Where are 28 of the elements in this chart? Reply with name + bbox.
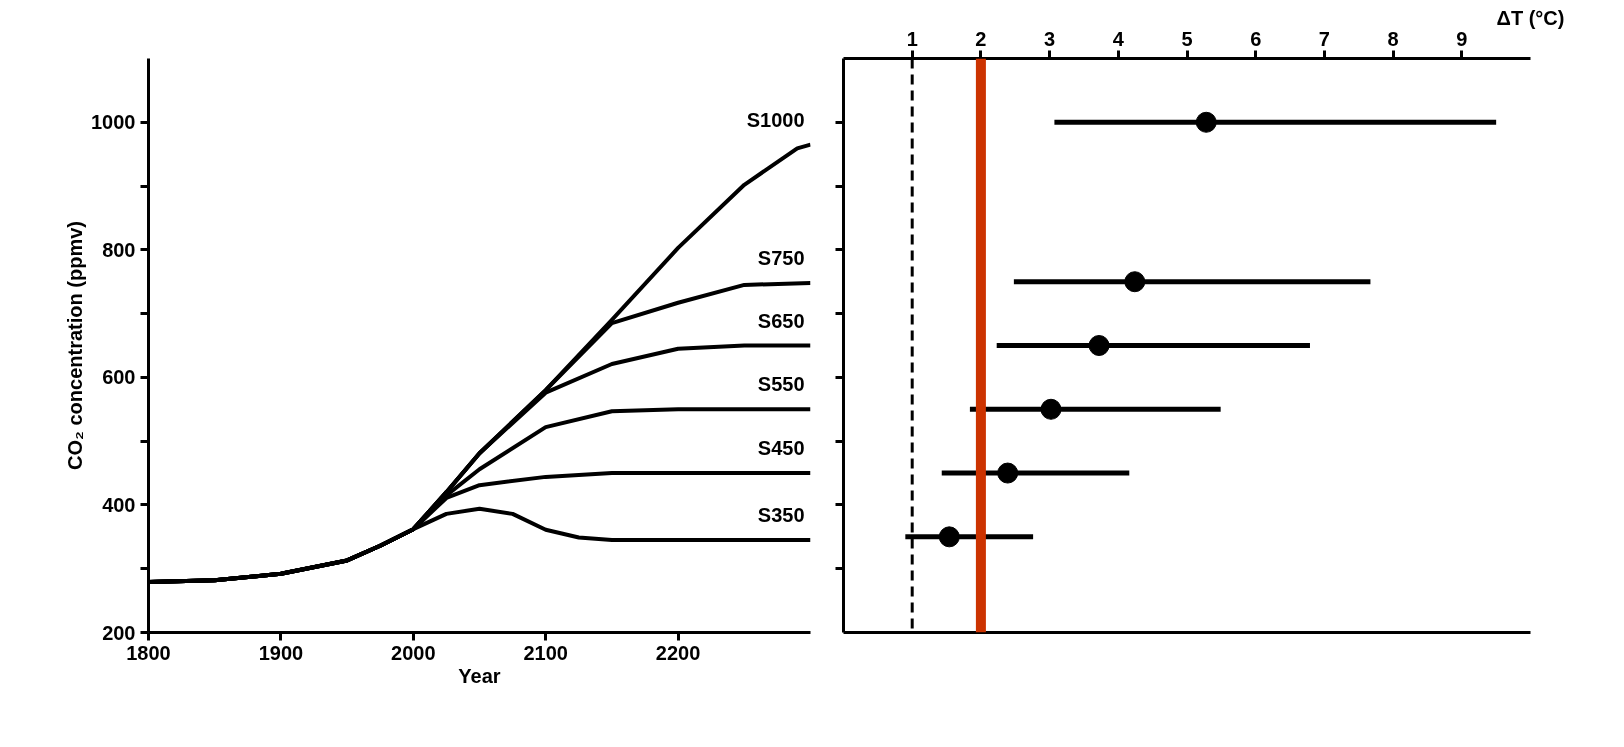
legend-label: S750 <box>757 247 805 269</box>
y-tick-label: 200 <box>102 621 136 644</box>
x-tick-label: 6 <box>1250 27 1262 50</box>
legend-label: S1000 <box>746 108 805 131</box>
x-tick-label: 2000 <box>391 641 436 664</box>
x-tick-label: 1900 <box>258 641 304 664</box>
x-tick-label: 9 <box>1456 27 1468 50</box>
x-axis-title: Year <box>458 664 501 687</box>
x-tick-label: 4 <box>1112 27 1125 50</box>
y-tick-label: 1000 <box>91 111 136 134</box>
x-tick-label: 1800 <box>126 641 171 664</box>
x-tick-label: 2 <box>975 27 987 50</box>
legend-label: S550 <box>757 373 805 396</box>
x-tick-label: 5 <box>1181 27 1193 50</box>
y-axis-title: CO₂ concentration (ppmv) <box>64 221 87 470</box>
x-axis-title: ΔT (°C) <box>1496 6 1565 29</box>
legend-label: S450 <box>757 437 805 460</box>
legend-label: S650 <box>757 309 805 332</box>
y-tick-label: 800 <box>102 238 136 261</box>
x-tick-label: 8 <box>1387 27 1399 50</box>
legend-label: S350 <box>757 504 805 527</box>
y-tick-label: 600 <box>102 366 136 389</box>
y-tick-label: 400 <box>102 493 136 516</box>
x-tick-label: 3 <box>1044 27 1056 50</box>
x-tick-label: 7 <box>1318 27 1330 50</box>
x-tick-label: 2100 <box>523 641 568 664</box>
x-tick-label: 2200 <box>655 641 701 664</box>
x-tick-label: 1 <box>906 27 918 50</box>
